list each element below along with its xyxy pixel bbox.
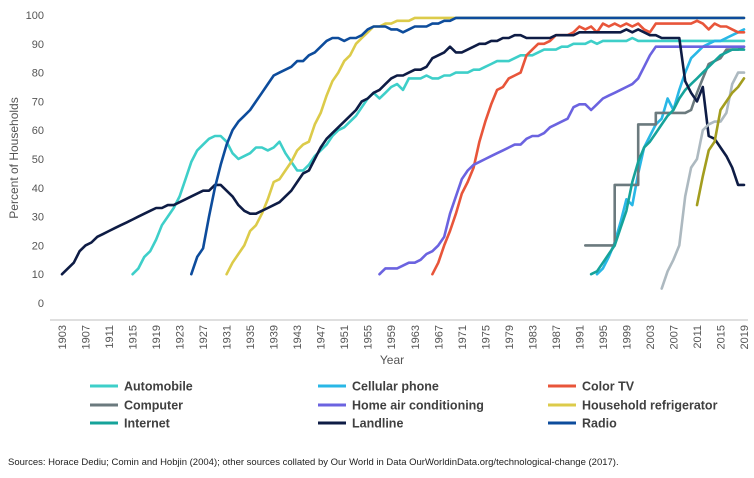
y-tick-label: 30 — [32, 212, 44, 224]
x-tick-label: 1903 — [57, 325, 69, 349]
series-line-landline — [60, 28, 746, 276]
legend-label-automobile: Automobile — [124, 380, 193, 394]
source-note: Sources: Horace Dediu; Comin and Hobjin … — [8, 457, 619, 468]
x-tick-label: 2015 — [715, 325, 727, 349]
y-tick-label: 10 — [32, 269, 44, 281]
series-line-internet — [589, 48, 746, 276]
y-tick-label: 20 — [32, 240, 44, 252]
legend-label-household-refrigerator: Household refrigerator — [582, 399, 718, 413]
x-tick-label: 1943 — [292, 325, 304, 349]
x-tick-label: 1923 — [175, 325, 187, 349]
legend-label-radio: Radio — [582, 417, 617, 431]
series-line-unnamed-10 — [695, 77, 746, 207]
x-tick-label: 1927 — [198, 325, 210, 349]
x-tick-label: 1971 — [457, 325, 469, 349]
y-tick-label: 40 — [32, 183, 44, 195]
x-axis-title: Year — [380, 353, 404, 367]
x-tick-label: 1999 — [621, 325, 633, 349]
x-tick-label: 1983 — [527, 325, 539, 349]
legend-label-landline: Landline — [352, 417, 403, 431]
legend-label-computer: Computer — [124, 399, 183, 413]
x-tick-label: 1947 — [316, 325, 328, 349]
x-tick-label: 2019 — [739, 325, 751, 349]
legend: Automobile Cellular phone Color TV Computer… — [90, 380, 718, 431]
y-tick-label: 0 — [38, 298, 44, 310]
series-line-household-refrigerator — [225, 16, 746, 276]
x-tick-label: 2011 — [692, 325, 704, 349]
x-tick-label: 1963 — [410, 325, 422, 349]
series-line-radio — [190, 16, 746, 276]
x-tick-label: 1959 — [386, 325, 398, 349]
x-tick-label: 1911 — [104, 325, 116, 349]
y-tick-label: 50 — [32, 154, 44, 166]
x-tick-label: 1951 — [339, 325, 351, 349]
x-tick-label: 1935 — [245, 325, 257, 349]
x-tick-label: 1955 — [363, 325, 375, 349]
y-tick-label: 80 — [32, 68, 44, 80]
x-tick-label: 2003 — [645, 325, 657, 349]
y-tick-label: 70 — [32, 96, 44, 108]
x-axis: 1903 1907 1911 1915 1919 1923 1927 1931 1935 1939… — [57, 325, 751, 349]
y-axis: 0 10 20 30 40 50 60 70 80 90 100 — [26, 10, 44, 310]
x-tick-label: 1975 — [480, 325, 492, 349]
series-line-home-air-conditioning — [378, 45, 746, 276]
x-tick-label: 1987 — [551, 325, 563, 349]
y-tick-label: 60 — [32, 125, 44, 137]
x-tick-label: 1907 — [81, 325, 93, 349]
x-tick-label: 1995 — [598, 325, 610, 349]
series-line-color-tv — [431, 19, 746, 276]
legend-label-internet: Internet — [124, 417, 171, 431]
series-line-cellular-phone — [595, 28, 746, 276]
legend-label-cellular-phone: Cellular phone — [352, 380, 439, 394]
legend-label-home-air-conditioning: Home air conditioning — [352, 399, 484, 413]
x-tick-label: 1931 — [222, 325, 234, 349]
series-line-automobile — [131, 36, 746, 276]
series-layer — [60, 16, 746, 290]
y-tick-label: 90 — [32, 39, 44, 51]
x-tick-label: 1967 — [433, 325, 445, 349]
x-tick-label: 1991 — [574, 325, 586, 349]
x-tick-label: 1979 — [504, 325, 516, 349]
y-tick-label: 100 — [26, 10, 44, 22]
y-axis-title: Percent of Households — [7, 97, 21, 218]
x-tick-label: 2007 — [668, 325, 680, 349]
x-tick-label: 1939 — [269, 325, 281, 349]
legend-label-color-tv: Color TV — [582, 380, 635, 394]
x-tick-label: 1919 — [151, 325, 163, 349]
x-tick-label: 1915 — [128, 325, 140, 349]
